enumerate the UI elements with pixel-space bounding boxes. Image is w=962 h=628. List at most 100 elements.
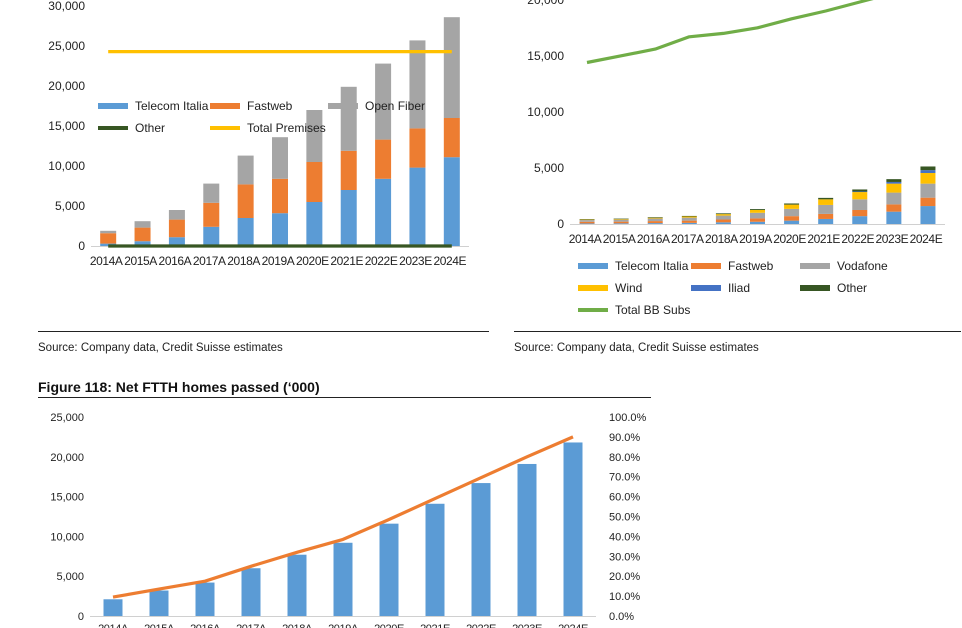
chart1-xtick-2024e: 2024E (433, 254, 466, 268)
chart1-bar-open-fiber-2024e (443, 17, 460, 119)
chart1-bar-fastweb-2018a (237, 184, 254, 218)
chart2-bar-vodafone-2020e (784, 208, 800, 217)
chart1-bar-telecom-italia-2020e (306, 202, 323, 246)
chart2-ytick-20-000: 20,000 (527, 0, 564, 7)
chart1-legend-label-other: Other (135, 121, 165, 135)
chart1-bar-open-fiber-2018a (237, 155, 254, 185)
chart1-xtick-2020e: 2020E (296, 254, 329, 268)
chart2-bar-vodafone-2019a (750, 212, 765, 219)
chart2-bar-iliad-2023e (886, 181, 902, 184)
chart2-bar-wind-2014a (579, 219, 595, 221)
chart2-xtick-2020e: 2020E (773, 232, 806, 246)
chart2-bar-wind-2023e (886, 183, 902, 193)
chart2-bar-telecom-italia-2022e (852, 216, 868, 224)
chart2-bar-telecom-italia-2014a (579, 223, 595, 224)
source-note-right: Source: Company data, Credit Suisse esti… (514, 342, 759, 354)
chart1-legend-swatch-telecom-italia (98, 103, 128, 109)
chart2-bar-other-2021e (818, 197, 834, 200)
chart1-bar-open-fiber-2021e (340, 86, 357, 151)
chart3-xtick-2024e: 2024E (558, 623, 588, 628)
chart2-bar-vodafone-2017a (681, 217, 697, 221)
chart2-bar-telecom-italia-2024e (920, 206, 936, 224)
chart2-bar-fastweb-2016a (647, 221, 663, 224)
chart2-xtick-2016a: 2016A (637, 232, 670, 246)
chart2-xtick-2024e: 2024E (910, 232, 943, 246)
chart1-bar-fastweb-2024e (443, 118, 460, 158)
chart3-bar-series1-2023e (517, 463, 537, 616)
chart2-bar-fastweb-2019a (750, 218, 765, 222)
chart2-bar-fastweb-2015a (613, 221, 629, 224)
chart1-bar-telecom-italia-2016a (168, 237, 185, 246)
chart1-bar-open-fiber-2017a (203, 183, 220, 203)
chart1-bar-telecom-italia-2021e (340, 190, 357, 246)
chart3-ytick-0: 0 (78, 611, 84, 623)
chart1-xtick-2022e: 2022E (365, 254, 398, 268)
chart2-bar-vodafone-2023e (886, 192, 902, 205)
chart2-bar-other-2015a (613, 218, 629, 220)
chart1-xtick-2015a: 2015A (124, 254, 157, 268)
chart3-y2tick-20-0: 20.0% (609, 571, 640, 583)
chart1-bar-fastweb-2023e (409, 128, 426, 168)
chart3-xtick-2020e: 2020E (374, 623, 404, 628)
chart1-bar-open-fiber-2015a (134, 221, 151, 228)
chart2-bar-telecom-italia-2020e (784, 220, 800, 224)
chart2-bar-other-2020e (784, 203, 800, 205)
chart3-xtick-2019a: 2019A (328, 623, 359, 628)
chart2-bar-other-2014a (579, 219, 595, 220)
chart2-legend-swatch-iliad (691, 285, 721, 291)
chart1-ytick-15-000: 15,000 (48, 119, 85, 133)
chart1-legend-label-total-premises: Total Premises (247, 121, 326, 135)
chart1-bar-telecom-italia-2024e (443, 157, 460, 246)
chart1-legend-label-open-fiber: Open Fiber (365, 99, 425, 113)
chart1-bar-open-fiber-2016a (168, 210, 185, 220)
chart2-ytick-0: 0 (557, 217, 564, 231)
chart2-bar-wind-2016a (647, 217, 663, 219)
chart3-xtick-2016a: 2016A (190, 623, 221, 628)
chart3-ytick-20-000: 20,000 (50, 452, 84, 464)
chart3-y2tick-30-0: 30.0% (609, 551, 640, 563)
chart2-bar-fastweb-2023e (886, 204, 902, 212)
chart2-legend-swatch-other (800, 285, 830, 291)
chart2-bar-vodafone-2024e (920, 183, 936, 198)
chart2-bar-fastweb-2024e (920, 197, 936, 207)
chart2-xtick-2021e: 2021E (807, 232, 840, 246)
chart3-y2tick-10-0: 10.0% (609, 591, 640, 603)
chart2-xtick-2017a: 2017A (671, 232, 704, 246)
chart2-bar-telecom-italia-2019a (750, 221, 765, 224)
chart1-ytick-30-000: 30,000 (48, 0, 85, 13)
chart1-xtick-2018a: 2018A (227, 254, 260, 268)
chart2-bar-wind-2021e (818, 199, 834, 205)
chart2-bar-telecom-italia-2015a (613, 223, 629, 224)
chart1-ytick-0: 0 (78, 239, 85, 253)
chart2-bar-wind-2020e (784, 204, 800, 209)
chart1-bar-open-fiber-2019a (272, 137, 288, 179)
chart2-bar-vodafone-2021e (818, 204, 834, 214)
chart3-bar-series1-2016a (195, 582, 215, 616)
chart3-ytick-10-000: 10,000 (50, 531, 84, 543)
chart1-xtick-2016a: 2016A (159, 254, 192, 268)
chart2-xtick-2023e: 2023E (876, 232, 909, 246)
chart2-bar-wind-2022e (852, 192, 868, 200)
chart1-bar-fastweb-2017a (203, 202, 220, 227)
chart3-bar-series1-2022e (471, 483, 491, 616)
chart1-bar-fastweb-2020e (306, 162, 323, 202)
chart2-legend-label-telecom-italia: Telecom Italia (615, 259, 689, 273)
chart1-xtick-2017a: 2017A (193, 254, 226, 268)
chart3-bar-series1-2021e (425, 503, 445, 616)
chart2-legend-label-total-bb-subs: Total BB Subs (615, 303, 690, 317)
chart1-bar-fastweb-2014a (100, 233, 117, 244)
chart3-y2tick-100-0: 100.0% (609, 412, 647, 424)
chart3-xtick-2014a: 2014A (98, 623, 129, 628)
chart2-bar-wind-2018a (715, 214, 731, 216)
chart2-legend-label-other: Other (837, 281, 867, 295)
chart2-legend-label-wind: Wind (615, 281, 642, 295)
chart1-ytick-5-000: 5,000 (55, 199, 85, 213)
chart1-bar-telecom-italia-2018a (237, 218, 254, 246)
chart2-bar-telecom-italia-2021e (818, 218, 834, 224)
chart2-bar-other-2018a (715, 213, 731, 215)
chart1-xtick-2014a: 2014A (90, 254, 123, 268)
chart1-bar-telecom-italia-2017a (203, 226, 220, 246)
chart2-bar-telecom-italia-2018a (715, 222, 731, 224)
chart2-ytick-5-000: 5,000 (534, 161, 564, 175)
chart1-xtick-2021e: 2021E (330, 254, 363, 268)
